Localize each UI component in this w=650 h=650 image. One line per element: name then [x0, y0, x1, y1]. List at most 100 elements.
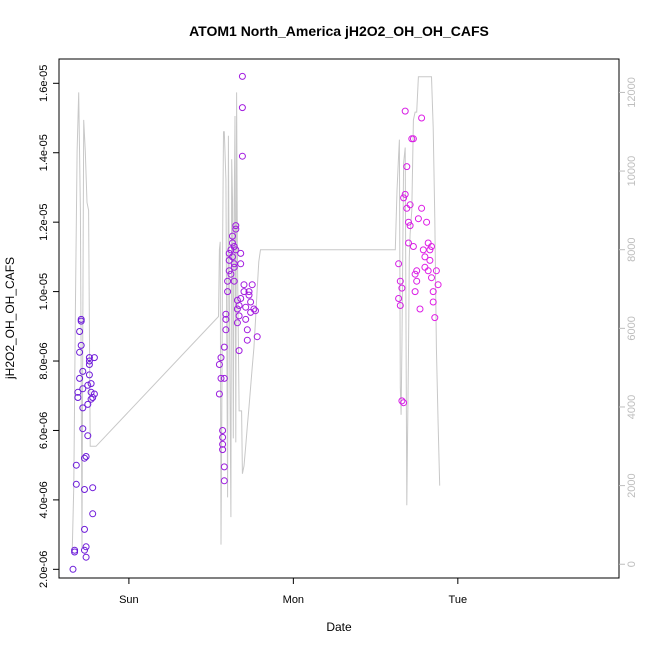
- data-point: [418, 114, 426, 122]
- data-point: [411, 288, 419, 296]
- y2-tick-label: 12000: [626, 77, 638, 108]
- data-point: [252, 307, 259, 315]
- data-point: [224, 277, 232, 285]
- y2-tick-label: 6000: [626, 316, 638, 340]
- data-point: [248, 281, 256, 289]
- data-point: [219, 433, 227, 441]
- x-axis-label: Date: [326, 620, 352, 634]
- data-point: [419, 246, 427, 254]
- data-point: [237, 260, 245, 268]
- data-point: [82, 553, 90, 561]
- data-point: [230, 277, 238, 285]
- data-point: [85, 357, 93, 365]
- data-point: [423, 218, 431, 226]
- data-point: [240, 288, 248, 296]
- data-point: [77, 341, 85, 349]
- y2-tick-label: 0: [626, 561, 638, 567]
- data-point: [84, 381, 92, 389]
- data-point: [395, 295, 403, 302]
- data-point: [232, 225, 240, 233]
- data-point: [76, 348, 84, 356]
- data-point: [245, 291, 253, 299]
- data-point: [414, 215, 422, 223]
- data-point: [403, 163, 411, 171]
- data-point: [229, 239, 236, 247]
- y-axis-label: jH2O2_OH_OH_CAFS: [3, 257, 17, 380]
- y-tick-label: 2.0e-06: [38, 551, 50, 588]
- data-point: [405, 218, 412, 226]
- data-point: [85, 361, 93, 368]
- data-point: [247, 298, 255, 306]
- y2-tick-label: 4000: [626, 395, 638, 419]
- data-point: [429, 288, 437, 296]
- data-point: [429, 298, 437, 306]
- data-point: [89, 510, 97, 518]
- y-tick-label: 6.0e-06: [38, 412, 50, 449]
- data-point: [72, 480, 80, 488]
- data-point: [426, 246, 434, 254]
- data-point: [421, 253, 429, 261]
- data-point: [232, 246, 240, 254]
- data-point: [406, 201, 414, 209]
- data-point: [398, 397, 406, 405]
- data-point: [229, 253, 236, 261]
- data-point: [401, 107, 409, 115]
- data-point: [238, 72, 246, 80]
- data-point: [219, 440, 227, 448]
- data-point: [89, 394, 97, 401]
- data-point: [233, 305, 241, 313]
- data-point: [72, 461, 80, 469]
- data-point: [409, 135, 417, 143]
- data-point: [242, 303, 250, 311]
- data-point: [79, 425, 87, 433]
- data-point: [84, 400, 92, 408]
- x-tick-label: Sun: [119, 594, 139, 606]
- data-point: [84, 432, 92, 440]
- data-point: [235, 312, 243, 320]
- data-point: [416, 305, 424, 313]
- plot-frame: [58, 58, 620, 579]
- data-point: [215, 361, 223, 368]
- y-tick-label: 1.0e-05: [38, 273, 50, 310]
- y-tick-label: 8.0e-06: [38, 342, 50, 379]
- y2-tick-label: 2000: [626, 473, 638, 497]
- data-point: [395, 260, 403, 268]
- axis-layer: 2.0e-06 4.0e-06 6.0e-06 8.0e-06 1.0e-05 1.2e-…: [38, 65, 638, 606]
- data-point: [235, 302, 243, 309]
- data-point: [409, 243, 417, 250]
- data-point: [253, 333, 261, 341]
- data-point: [85, 354, 93, 362]
- data-point: [90, 354, 98, 362]
- data-point: [238, 152, 246, 160]
- data-point: [245, 288, 253, 296]
- data-point: [229, 232, 236, 240]
- data-point: [81, 525, 88, 533]
- data-point: [413, 277, 421, 285]
- data-point: [398, 284, 406, 292]
- y-tick-label: 4.0e-06: [38, 481, 50, 518]
- data-point: [432, 267, 440, 275]
- data-point: [428, 274, 435, 282]
- data-point: [225, 267, 233, 275]
- data-point: [87, 380, 95, 388]
- data-point: [76, 374, 84, 382]
- data-point: [240, 281, 248, 289]
- data-point: [90, 390, 98, 398]
- data-point: [235, 347, 243, 355]
- data-point: [79, 404, 87, 412]
- data-point: [224, 288, 232, 296]
- data-point: [82, 543, 90, 551]
- data-point: [428, 243, 435, 250]
- data-point: [230, 243, 238, 250]
- data-point: [227, 270, 235, 278]
- data-point: [220, 463, 228, 471]
- data-point: [413, 267, 421, 275]
- data-point: [250, 305, 258, 313]
- data-point: [217, 354, 225, 362]
- data-point: [85, 371, 93, 379]
- data-point: [406, 222, 414, 230]
- data-point: [74, 394, 82, 401]
- data-point: [237, 295, 245, 302]
